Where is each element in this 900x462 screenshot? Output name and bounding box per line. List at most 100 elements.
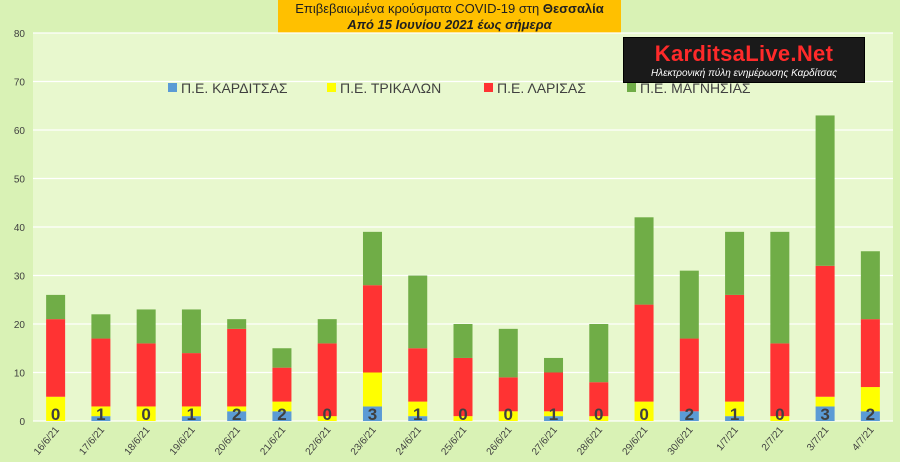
x-tick-label: 25/6/21 <box>439 425 469 458</box>
bar-segment <box>362 372 382 407</box>
y-tick-label: 10 <box>14 369 26 380</box>
bar-segment <box>860 251 880 320</box>
chart-subtitle: Από 15 Ιουνίου 2021 έως σήμερα <box>347 17 552 32</box>
bar-segment <box>362 231 382 286</box>
bar-segment <box>498 377 518 412</box>
legend-label: Π.Ε. ΚΑΡΔΙΤΣΑΣ <box>181 80 288 96</box>
data-label: 0 <box>639 405 648 424</box>
bar-segment <box>362 406 382 421</box>
bar-segment <box>589 324 609 383</box>
x-tick-label: 28/6/21 <box>575 425 605 458</box>
bar-segment <box>46 319 66 397</box>
x-tick-label: 17/6/21 <box>77 425 107 458</box>
data-label: 3 <box>820 405 829 424</box>
chart-title-region: Θεσσαλία <box>542 1 604 16</box>
legend-swatch <box>484 83 493 92</box>
bar-segment <box>815 406 835 421</box>
bar-segment <box>544 372 564 412</box>
bar-segment <box>544 411 564 417</box>
bar-segment <box>589 382 609 417</box>
bar-segment <box>589 416 609 421</box>
bar-segment <box>544 416 564 421</box>
bar-segment <box>453 357 473 417</box>
x-tick-label: 3/7/21 <box>805 425 832 454</box>
bar-segment <box>362 285 382 373</box>
legend-label: Π.Ε. ΛΑΡΙΣΑΣ <box>497 80 586 96</box>
brand-logo: KarditsaLive.Net Ηλεκτρονική πύλη ενημέρ… <box>623 37 865 83</box>
bar-segment <box>453 324 473 358</box>
x-tick-label: 19/6/21 <box>168 425 198 458</box>
bar-segment <box>815 396 835 407</box>
bar-segment <box>272 367 292 402</box>
brand-name: KarditsaLive.Net <box>654 41 834 66</box>
bar-segment <box>227 411 247 421</box>
bar-segment <box>725 231 745 295</box>
y-tick-label: 20 <box>14 320 26 331</box>
x-tick-label: 21/6/21 <box>258 425 288 458</box>
data-label: 2 <box>685 405 694 424</box>
x-tick-label: 24/6/21 <box>394 425 424 458</box>
x-tick-label: 23/6/21 <box>349 425 379 458</box>
data-label: 1 <box>96 405 105 424</box>
bar-segment <box>498 411 518 421</box>
bar-segment <box>544 357 564 373</box>
bar-segment <box>860 319 880 388</box>
x-tick-label: 30/6/21 <box>666 425 696 458</box>
data-label: 0 <box>504 405 513 424</box>
bar-segment <box>272 401 292 412</box>
data-label: 1 <box>187 405 196 424</box>
bar-segment <box>181 416 201 421</box>
bar-segment <box>227 406 247 412</box>
chart-title-prefix: Επιβεβαιωμένα κρούσματα COVID-19 στη <box>295 1 543 16</box>
bar-segment <box>770 231 790 344</box>
data-label: 1 <box>549 405 558 424</box>
bar-segment <box>679 338 699 412</box>
x-tick-label: 26/6/21 <box>485 425 515 458</box>
y-tick-label: 30 <box>14 272 26 283</box>
bar-segment <box>91 416 111 421</box>
bar-segment <box>317 319 337 344</box>
x-tick-label: 18/6/21 <box>123 425 153 458</box>
y-tick-label: 0 <box>19 417 25 428</box>
data-label: 2 <box>866 405 875 424</box>
bar-segment <box>317 343 337 417</box>
y-tick-label: 50 <box>14 175 26 186</box>
brand-tagline: Ηλεκτρονική πύλη ενημέρωσης Καρδίτσας <box>650 68 838 79</box>
x-tick-label: 16/6/21 <box>32 425 62 458</box>
bar-segment <box>91 338 111 407</box>
data-label: 0 <box>322 405 331 424</box>
bar-segment <box>136 406 156 421</box>
bar-segment <box>181 353 201 407</box>
bar-segment <box>725 401 745 417</box>
bar-segment <box>408 401 428 417</box>
x-tick-label: 2/7/21 <box>760 425 787 454</box>
bar-segment <box>46 294 66 320</box>
legend-swatch <box>327 83 336 92</box>
data-label: 0 <box>594 405 603 424</box>
y-tick-label: 70 <box>14 78 26 89</box>
bar-segment <box>91 406 111 417</box>
data-label: 0 <box>458 405 467 424</box>
data-label: 0 <box>141 405 150 424</box>
legend-swatch <box>627 83 636 92</box>
x-tick-label: 27/6/21 <box>530 425 560 458</box>
legend-label: Π.Ε. ΜΑΓΝΗΣΙΑΣ <box>640 80 751 96</box>
data-label: 2 <box>232 405 241 424</box>
bar-segment <box>453 416 473 421</box>
bar-segment <box>725 416 745 421</box>
bar-segment <box>498 328 518 378</box>
bar-segment <box>815 265 835 397</box>
bar-segment <box>272 348 292 368</box>
bar-segment <box>91 314 111 339</box>
bar-segment <box>408 348 428 402</box>
bar-segment <box>634 217 654 305</box>
legend-swatch <box>168 83 177 92</box>
data-label: 0 <box>51 405 60 424</box>
bar-segment <box>408 275 428 349</box>
y-tick-label: 40 <box>14 223 26 234</box>
bar-segment <box>815 115 835 266</box>
chart-title: Επιβεβαιωμένα κρούσματα COVID-19 στη Θεσ… <box>278 0 621 17</box>
bar-segment <box>272 411 292 421</box>
data-label: 3 <box>368 405 377 424</box>
